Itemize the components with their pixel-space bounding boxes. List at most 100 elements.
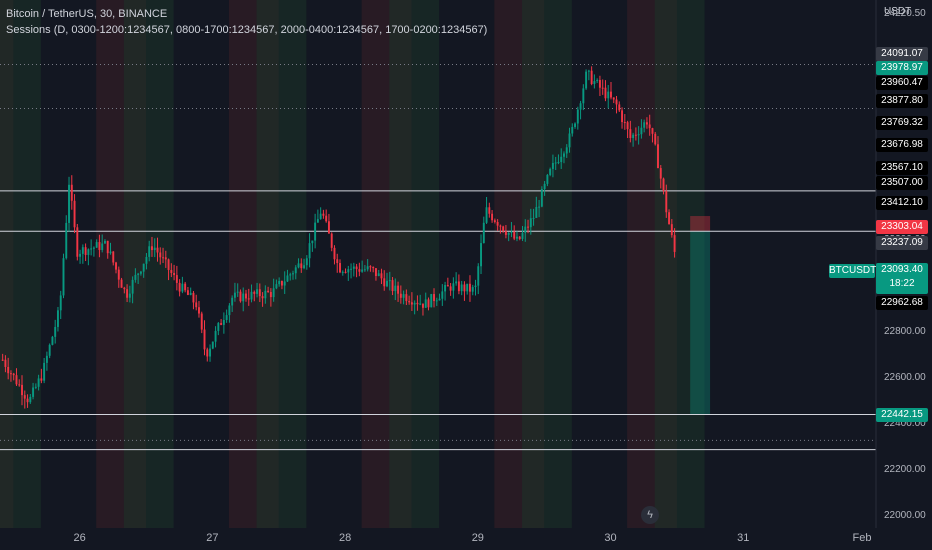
- candle-body: [521, 232, 524, 239]
- candle-body: [198, 307, 200, 314]
- candle-body: [37, 378, 40, 387]
- candle-body: [388, 280, 391, 282]
- candle-body: [402, 294, 405, 298]
- candle-body: [123, 287, 126, 290]
- candle-body: [532, 217, 535, 219]
- candle-body: [189, 292, 192, 295]
- candle-body: [623, 122, 626, 124]
- y-tick-label: 24220.50: [884, 8, 926, 19]
- candle-body: [546, 174, 549, 184]
- candle-body: [289, 274, 292, 276]
- price-label: 23877.80: [876, 94, 928, 108]
- candle-body: [491, 213, 494, 221]
- current-price-tag: 23093.40 18:22: [876, 263, 928, 294]
- candle-body: [195, 302, 198, 308]
- lightning-icon[interactable]: ϟ: [641, 506, 659, 524]
- candle-body: [250, 291, 253, 300]
- candle-body: [673, 235, 676, 252]
- candle-body: [463, 284, 466, 292]
- candle-body: [366, 266, 369, 270]
- candle-body: [206, 349, 209, 357]
- candle-body: [430, 294, 433, 308]
- candle-body: [54, 326, 57, 337]
- candle-body: [9, 373, 12, 375]
- candle-body: [341, 271, 344, 273]
- candle-body: [452, 283, 455, 291]
- candle-body: [612, 97, 615, 100]
- candle-body: [355, 266, 358, 270]
- candle-body: [308, 243, 311, 259]
- candle-body: [668, 212, 671, 225]
- candle-body: [477, 266, 480, 286]
- candle-body: [596, 80, 599, 82]
- candle-body: [269, 292, 272, 298]
- y-tick-label: 22000.00: [884, 510, 926, 522]
- candle-body: [222, 319, 225, 325]
- candle-body: [457, 281, 460, 292]
- candle-body: [294, 267, 297, 274]
- candle-body: [621, 110, 624, 123]
- candle-body: [327, 221, 330, 234]
- x-tick-label: 28: [338, 532, 352, 544]
- candle-body: [618, 104, 621, 111]
- candle-body: [153, 247, 156, 251]
- candle-body: [214, 330, 217, 342]
- candle-body: [662, 178, 665, 192]
- candle-body: [95, 242, 98, 248]
- candle-body: [576, 109, 579, 124]
- candle-body: [386, 280, 388, 287]
- candle-body: [192, 292, 195, 303]
- candle-body: [275, 284, 278, 289]
- candle-body: [480, 243, 482, 267]
- candle-body: [554, 162, 557, 164]
- candle-body: [339, 263, 341, 273]
- y-tick-label: 22600.00: [884, 372, 926, 384]
- candle-body: [651, 128, 654, 134]
- candle-body: [488, 207, 491, 214]
- candle-body: [264, 290, 267, 299]
- candle-body: [433, 294, 435, 302]
- x-tick-label: 27: [206, 532, 219, 544]
- candle-body: [173, 272, 176, 276]
- candle-body: [482, 222, 485, 244]
- candle-body: [292, 273, 294, 275]
- candle-body: [48, 344, 51, 356]
- candle-body: [184, 283, 187, 291]
- candle-body: [499, 225, 502, 227]
- candle-body: [372, 267, 375, 269]
- candle-body: [466, 283, 469, 292]
- candle-body: [350, 268, 353, 270]
- candle-body: [427, 299, 430, 308]
- candle-body: [582, 88, 585, 104]
- candle-body: [460, 284, 463, 292]
- candle-body: [51, 336, 54, 345]
- symbol-title: Bitcoin / TetherUS, 30, BINANCE: [6, 8, 168, 20]
- candle-body: [352, 266, 355, 269]
- candle-body: [87, 249, 90, 255]
- candle-body: [510, 231, 513, 233]
- candle-body: [7, 366, 10, 374]
- candle-body: [513, 231, 516, 239]
- candle-body: [654, 133, 657, 145]
- currency-label[interactable]: USDT: [884, 6, 912, 17]
- candle-body: [518, 236, 521, 239]
- candle-body: [435, 300, 438, 302]
- candle-body: [103, 240, 106, 244]
- candlesticks: [1, 66, 676, 409]
- candle-body: [90, 248, 93, 250]
- candle-body: [657, 144, 659, 169]
- candle-body: [394, 285, 397, 292]
- candle-body: [391, 280, 394, 292]
- candle-body: [632, 134, 635, 139]
- session-band: [0, 0, 41, 528]
- candle-body: [369, 266, 372, 268]
- candle-body: [117, 269, 120, 280]
- candle-body: [231, 297, 234, 306]
- candle-body: [551, 162, 554, 169]
- candle-body: [258, 289, 261, 297]
- candle-body: [410, 302, 413, 305]
- candle-body: [112, 251, 115, 263]
- candle-body: [474, 285, 477, 288]
- candle-body: [311, 240, 314, 244]
